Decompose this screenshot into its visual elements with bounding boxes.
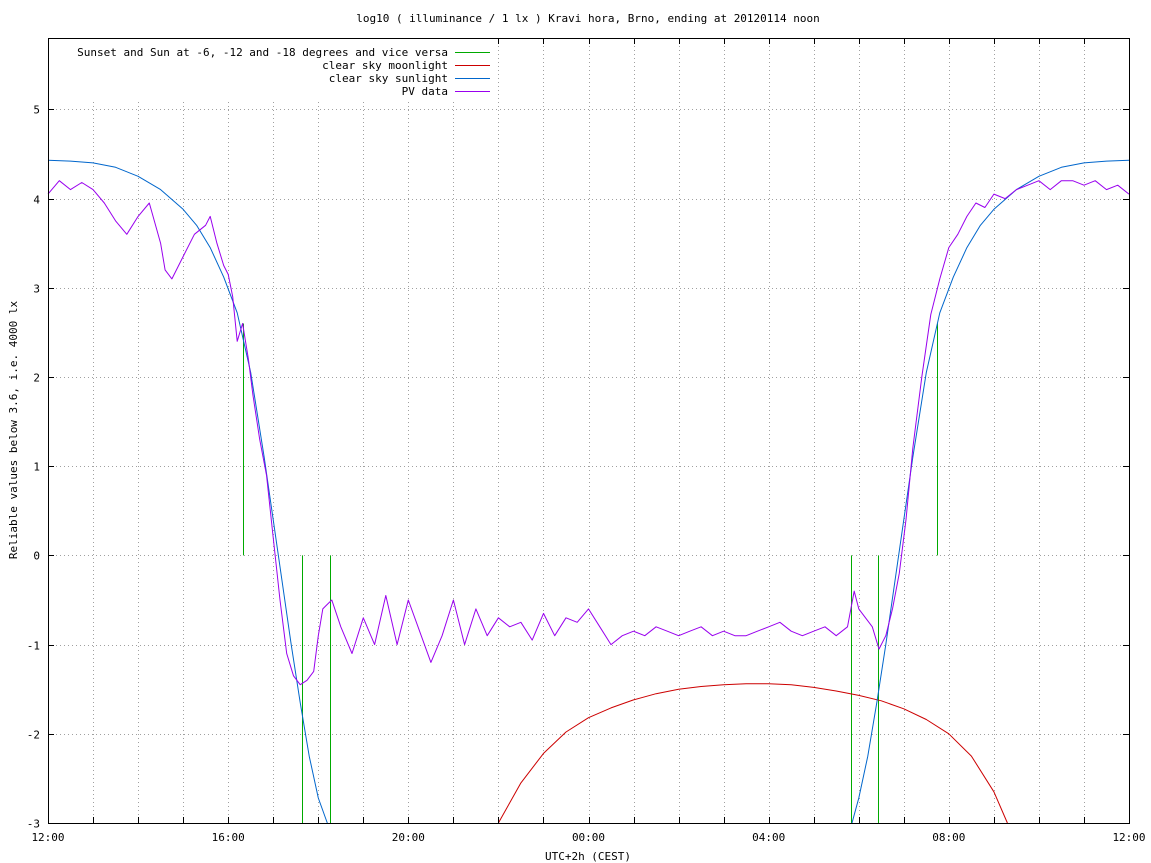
legend-background (49, 39, 495, 101)
y-tick-label: 1 (33, 461, 40, 474)
x-axis-label: UTC+2h (CEST) (545, 850, 631, 863)
clear-sky-moonlight-line (497, 683, 1008, 824)
y-tick-label: -3 (27, 818, 40, 831)
legend-label: Sunset and Sun at -6, -12 and -18 degree… (77, 46, 448, 59)
y-tick-label: 4 (33, 194, 40, 207)
chart-title: log10 ( illuminance / 1 lx ) Kravi hora,… (356, 12, 820, 25)
plot-series (47, 159, 1130, 824)
x-tick-label: 16:00 (212, 831, 245, 844)
y-tick-label: 5 (33, 104, 40, 117)
pv-data-line (47, 180, 1130, 686)
legend-label: clear sky sunlight (329, 72, 448, 85)
x-tick-label: 04:00 (752, 831, 785, 844)
y-tick-label: -1 (27, 640, 40, 653)
legend-label: PV data (402, 85, 448, 98)
y-tick-label: 0 (33, 550, 40, 563)
grid-lines (48, 38, 1130, 824)
clear-sky-sunlight-line (47, 159, 1130, 824)
legend-label: clear sky moonlight (322, 59, 448, 72)
y-tick-label: 2 (33, 372, 40, 385)
x-tick-label: 00:00 (572, 831, 605, 844)
axis-ticks: 12:00 16:00 20:00 00:00 04:00 08:00 12:00-3-2-… (27, 38, 1146, 844)
x-tick-label: 12:00 (1112, 831, 1145, 844)
y-axis-label: Reliable values below 3.6, i.e. 4000 lx (7, 300, 20, 559)
x-tick-label: 12:00 (31, 831, 64, 844)
x-tick-label: 08:00 (932, 831, 965, 844)
legend: Sunset and Sun at -6, -12 and -18 degree… (49, 39, 495, 101)
y-tick-label: 3 (33, 283, 40, 296)
x-tick-label: 20:00 (392, 831, 425, 844)
y-tick-label: -2 (27, 729, 40, 742)
